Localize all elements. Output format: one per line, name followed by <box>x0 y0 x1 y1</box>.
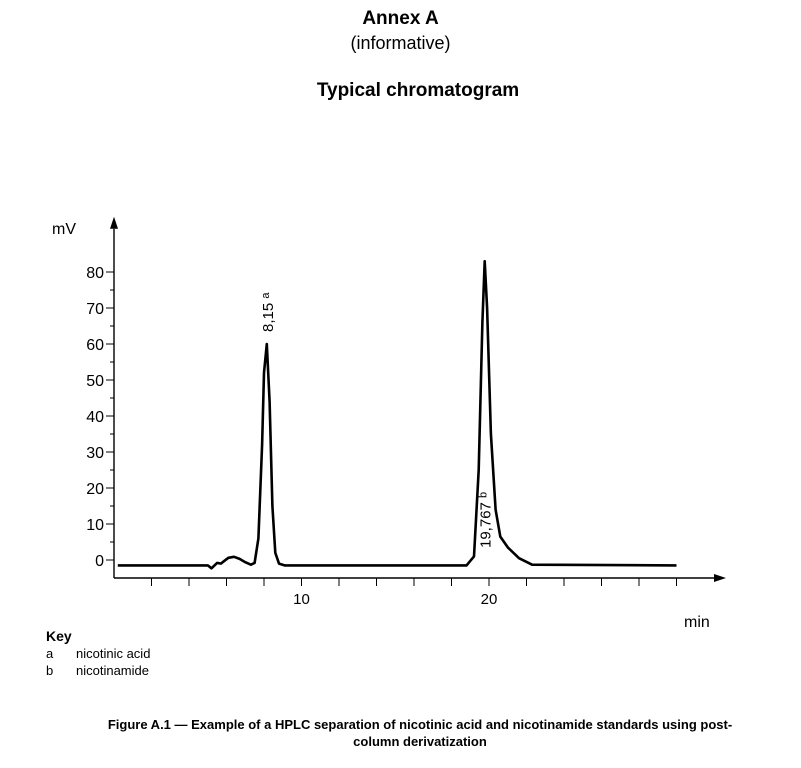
y-tick-label: 70 <box>86 301 104 318</box>
key-heading: Key <box>46 628 72 644</box>
x-axis-label: min <box>684 614 710 631</box>
y-tick-label: 0 <box>95 553 104 570</box>
caption-line-2: column derivatization <box>353 734 487 749</box>
x-axis-arrow <box>714 574 726 582</box>
key-label: nicotinamide <box>76 663 149 678</box>
y-axis-label: mV <box>52 221 76 238</box>
y-tick-label: 20 <box>86 481 104 498</box>
chromatogram-trace <box>117 259 677 570</box>
peak-label: 8,15 a <box>260 292 277 332</box>
y-tick-label: 40 <box>86 409 104 426</box>
y-tick-label: 30 <box>86 445 104 462</box>
chart-title: Typical chromatogram <box>316 80 520 101</box>
y-tick-label: 80 <box>86 265 104 282</box>
x-tick-label: 20 <box>481 591 498 608</box>
key-item-b: b nicotinamide <box>46 662 150 679</box>
chromatogram-chart: 10 20 0 10 20 30 40 50 60 70 80 mV min 8,15 a 19,767 b <box>52 216 726 631</box>
y-tick-label: 50 <box>86 373 104 390</box>
key: Key a nicotinic acid b nicotinamide <box>46 628 150 679</box>
figure-caption: Figure A.1 — Example of a HPLC separatio… <box>40 716 800 750</box>
key-item-a: a nicotinic acid <box>46 645 150 662</box>
y-tick-label: 10 <box>86 517 104 534</box>
key-letter: a <box>46 646 54 661</box>
key-label: nicotinic acid <box>76 646 151 661</box>
annex-title: Annex A <box>362 8 439 29</box>
key-letter: b <box>46 663 54 678</box>
caption-line-1: Figure A.1 — Example of a HPLC separatio… <box>107 717 733 732</box>
y-tick-label: 60 <box>86 337 104 354</box>
annex-subtitle: (informative) <box>350 33 451 53</box>
peak-label: 19,767 b <box>478 492 495 548</box>
x-tick-label: 10 <box>293 591 310 608</box>
y-axis-arrow <box>110 216 118 229</box>
